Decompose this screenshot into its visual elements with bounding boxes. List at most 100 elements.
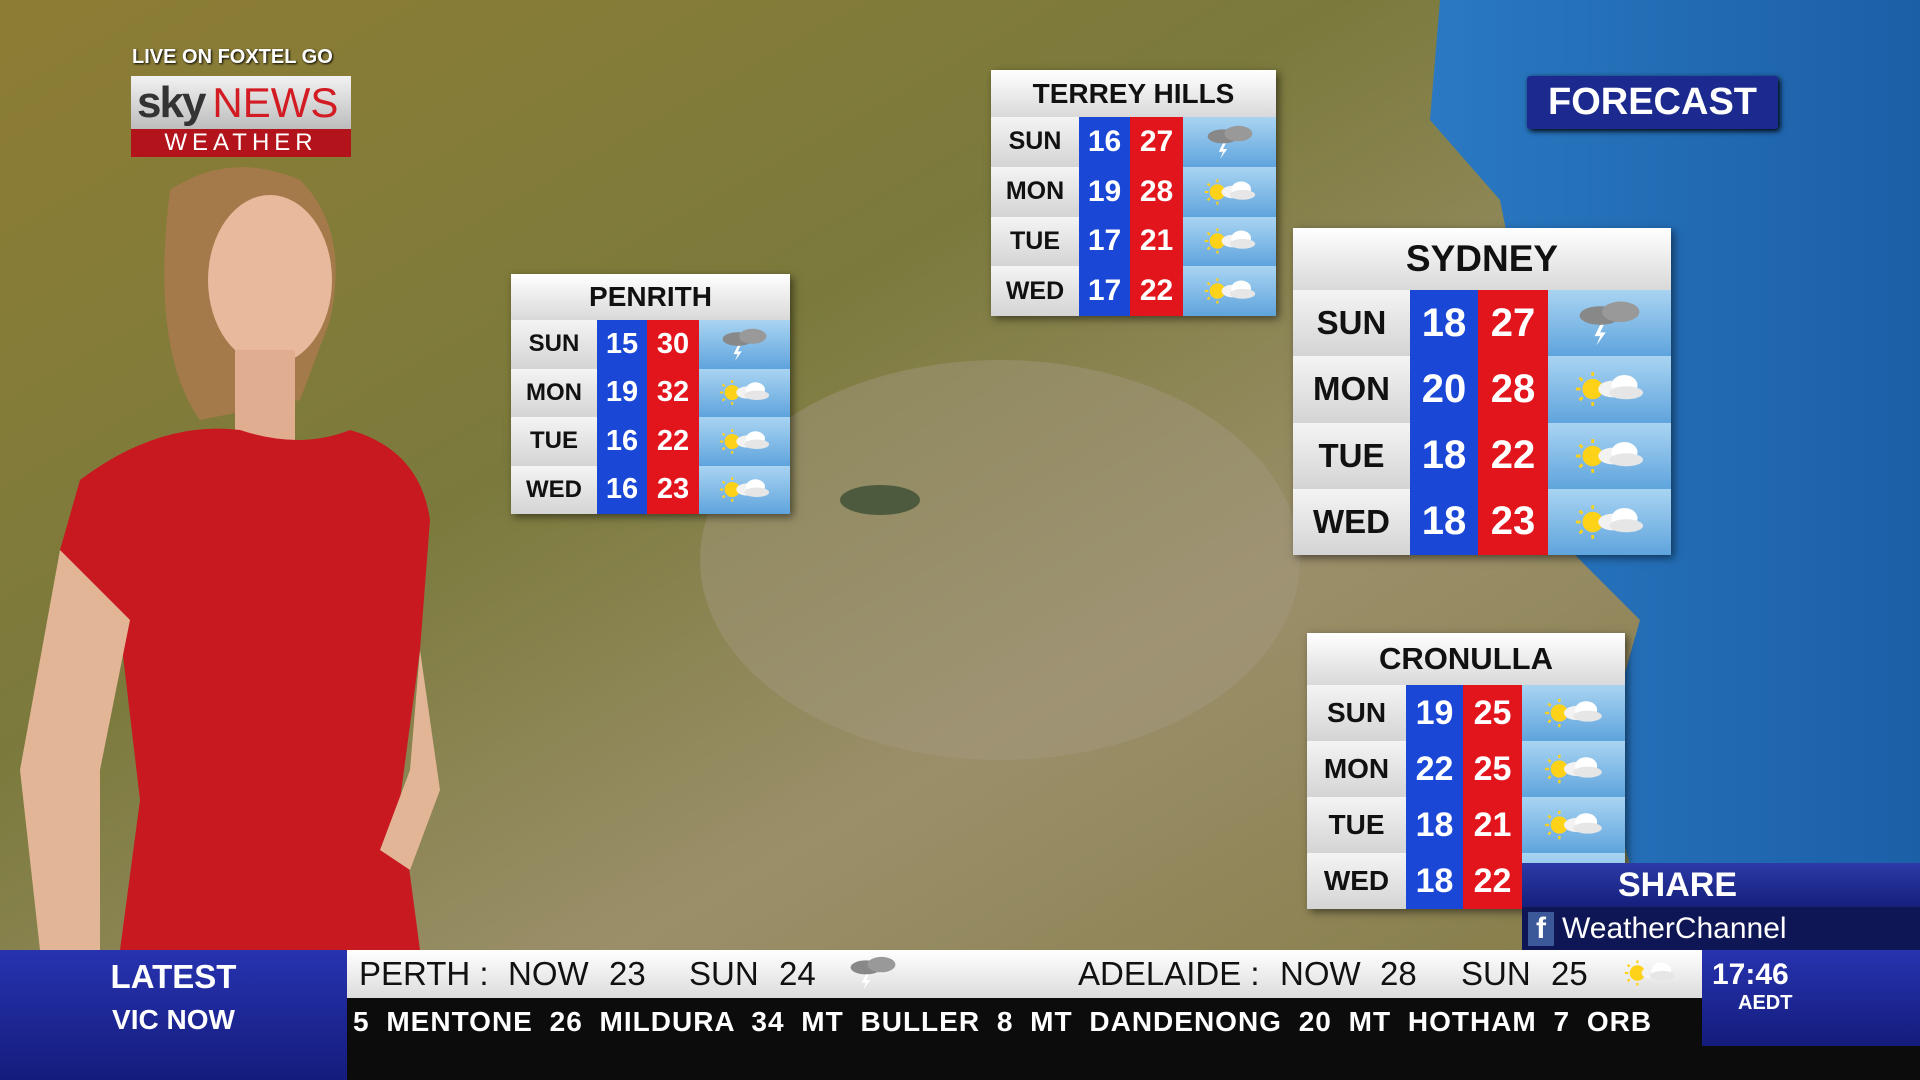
icon-graphic [1204,228,1255,254]
clock-time: 17:46 [1712,958,1789,991]
icon-graphic [1579,301,1640,346]
min-temp: 18 [1410,488,1478,555]
presenter [20,167,440,950]
min-temp: 17 [1079,216,1130,267]
icon-graphic [1575,372,1644,407]
max-temp: 25 [1463,741,1522,797]
ticker-label: LATEST [110,958,237,995]
max-temp: 30 [647,320,699,369]
ticker-label-box: LATEST VIC NOW [0,950,347,1080]
min-temp: 15 [597,320,647,369]
forecast-row: MON 19 28 [991,166,1276,217]
max-temp: 32 [647,368,699,417]
min-temp: 18 [1410,422,1478,489]
day: TUE [511,417,597,466]
weather-icon [1183,266,1276,316]
day: WED [1293,488,1410,555]
max-temp: 22 [1463,853,1522,909]
icon-graphic [722,328,767,361]
icon-graphic [1575,438,1644,473]
weather-icon [1522,741,1625,797]
weather-icon [1548,290,1671,357]
icon-graphic [1204,278,1255,304]
headline-icon [1622,952,1678,999]
panel-title: SYDNEY [1293,228,1671,290]
logo-sky: sky [137,77,206,127]
forecast-panel: CRONULLA SUN 19 25 MON 22 25 TUE 18 21 WED 18 22 [1307,633,1625,909]
icon-graphic [1545,698,1602,728]
forecast-row: SUN 18 27 [1293,290,1671,357]
min-temp: 19 [1079,166,1130,217]
forecast-row: TUE 17 21 [991,216,1276,267]
weather-icon [1183,166,1276,217]
headline-item: 28 [1380,955,1417,992]
day: SUN [1293,290,1410,357]
share-handle: WeatherChannel [1562,911,1787,945]
min-temp: 18 [1406,853,1463,909]
panel-title: TERREY HILLS [991,70,1276,117]
max-temp: 21 [1463,797,1522,853]
weather-icon [699,368,790,417]
ticker-crawl: 5 MENTONE 26 MILDURA 34 MT BULLER 8 MT D… [353,1006,1653,1037]
headline-item: 23 [609,955,646,992]
day: MON [1307,741,1406,797]
clock-zone: AEDT [1738,992,1793,1014]
logo-box: sky NEWS [131,76,351,129]
min-temp: 19 [597,368,647,417]
ticker-headline: PERTH : NOW 23 SUN 24 ADELAIDE : NOW 28 SUN 25 [347,950,1702,998]
headline-item: SUN [1461,955,1531,992]
icon-graphic [719,380,770,406]
forecast-row: WED 16 23 [511,465,790,514]
day: SUN [511,320,597,369]
day: MON [991,166,1079,217]
ticker-bar: LATEST VIC NOW PERTH : NOW 23 SUN 24 ADELAIDE… [0,950,1920,1080]
logo-sub: WEATHER [131,129,351,157]
logo-top: LIVE ON FOXTEL GO [132,46,333,68]
icon-graphic [1545,810,1602,840]
day: SUN [1307,685,1406,741]
forecast-row: MON 22 25 [1307,741,1625,797]
icon-graphic [850,956,896,990]
min-temp: 17 [1079,266,1130,316]
min-temp: 20 [1410,356,1478,423]
facebook-icon: f [1528,911,1554,946]
max-temp: 28 [1130,166,1183,217]
forecast-row: SUN 16 27 [991,117,1276,167]
day: TUE [1293,422,1410,489]
headline-item: PERTH : [359,955,489,992]
max-temp: 27 [1478,290,1548,357]
icon-graphic [1207,125,1252,159]
weather-icon [1522,685,1625,741]
icon-graphic [1545,754,1602,784]
icon-graphic [1204,179,1255,205]
max-temp: 27 [1130,117,1183,167]
weather-icon [1522,797,1625,853]
forecast-row: WED 18 22 [1307,853,1625,909]
day: WED [1307,853,1406,909]
max-temp: 23 [647,465,699,514]
forecast-row: TUE 18 21 [1307,797,1625,853]
headline-item: NOW [1280,955,1361,992]
forecast-panel: TERREY HILLS SUN 16 27 MON 19 28 TUE 17 21 WED 17 22 [991,70,1276,316]
headline-item: 25 [1551,955,1588,992]
min-temp: 22 [1406,741,1463,797]
weather-icon [699,465,790,514]
icon-graphic [1624,960,1676,986]
forecast-row: MON 20 28 [1293,356,1671,423]
max-temp: 21 [1130,216,1183,267]
icon-graphic [1575,505,1644,539]
weather-icon [1548,422,1671,489]
min-temp: 18 [1410,290,1478,357]
forecast-row: WED 17 22 [991,266,1276,316]
forecast-panel: PENRITH SUN 15 30 MON 19 32 TUE 16 22 WED 16 23 [511,274,790,514]
headline-item: 24 [779,955,816,992]
headline-icon [845,952,901,999]
max-temp: 22 [647,417,699,466]
forecast-row: SUN 15 30 [511,320,790,369]
forecast-panel: SYDNEY SUN 18 27 MON 20 28 TUE 18 22 WED 18 23 [1293,228,1671,555]
max-temp: 22 [1478,422,1548,489]
forecast-row: TUE 18 22 [1293,422,1671,489]
clock-box: 17:46 AEDT [1702,950,1920,1046]
icon-graphic [719,428,770,454]
day: TUE [1307,797,1406,853]
